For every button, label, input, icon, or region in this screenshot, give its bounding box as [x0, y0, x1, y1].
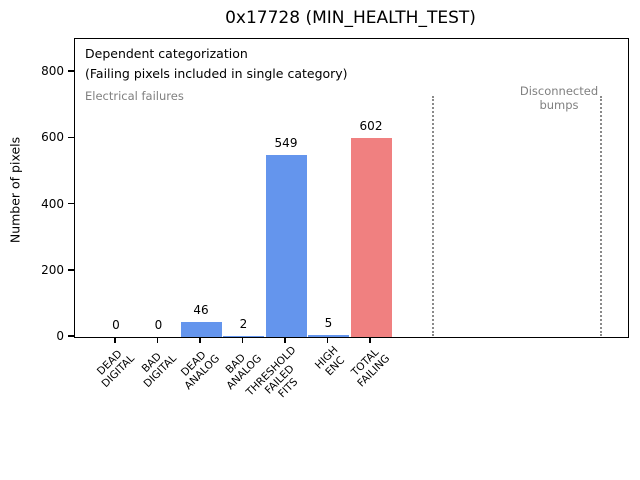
x-tick-mark — [241, 337, 244, 343]
annotation-dependent-categorization: Dependent categorization (Failing pixels… — [85, 44, 348, 84]
y-tick-mark — [68, 202, 74, 205]
bar-dead-analog — [180, 322, 222, 337]
annotation-disconnected-bumps: Disconnected bumps — [519, 84, 599, 112]
chart-title: 0x17728 (MIN_HEALTH_TEST) — [225, 8, 476, 28]
x-tick-label-dead-digital: DEAD DIGITAL — [94, 347, 137, 390]
y-tick-label: 200 — [41, 262, 64, 277]
bar-value-label: 602 — [359, 119, 383, 133]
bar-value-label: 5 — [324, 316, 333, 330]
x-tick-label-high-enc: HIGH ENC — [313, 344, 348, 379]
bar-value-label: 0 — [154, 318, 163, 332]
y-tick-mark — [68, 70, 74, 72]
y-tick-mark — [68, 136, 74, 139]
bar-value-label: 0 — [112, 318, 120, 332]
x-tick-mark — [114, 337, 116, 343]
plot-area: Dependent categorization (Failing pixels… — [74, 38, 629, 338]
y-tick-label: 800 — [41, 64, 64, 79]
x-tick-mark — [199, 337, 201, 343]
annotation-electrical-failures: Electrical failures — [85, 89, 184, 103]
y-tick-label: 600 — [41, 130, 64, 145]
bar-value-label: 2 — [239, 317, 248, 331]
y-tick-label: 400 — [41, 196, 64, 211]
bar-bad-analog — [223, 336, 264, 337]
annotation-dependent-line2: (Failing pixels included in single categ… — [85, 66, 348, 81]
bar-threshold-failed-fits — [265, 155, 307, 337]
y-tick-label: 0 — [56, 329, 64, 343]
bar-total-failing — [350, 138, 392, 337]
disconnected-bumps-guide-line — [432, 96, 435, 336]
x-tick-mark — [156, 337, 159, 343]
x-tick-mark — [326, 337, 329, 343]
bar-value-label: 46 — [193, 303, 209, 317]
annotation-dependent-line1: Dependent categorization — [85, 46, 248, 61]
x-tick-mark — [284, 337, 286, 343]
x-tick-label-bad-digital: BAD DIGITAL — [140, 350, 180, 390]
y-tick-mark — [68, 335, 74, 337]
y-tick-mark — [68, 269, 74, 271]
bar-value-label: 549 — [274, 136, 298, 150]
bar-high-enc — [308, 335, 349, 337]
x-tick-label-dead-analog: DEAD ANALOG — [178, 348, 222, 393]
x-tick-label-total-failing: TOTAL FAILING — [348, 346, 392, 390]
x-tick-mark — [369, 337, 371, 343]
y-axis-label: Number of pixels — [7, 136, 23, 244]
disconnected-bumps-guide-line — [599, 96, 602, 336]
